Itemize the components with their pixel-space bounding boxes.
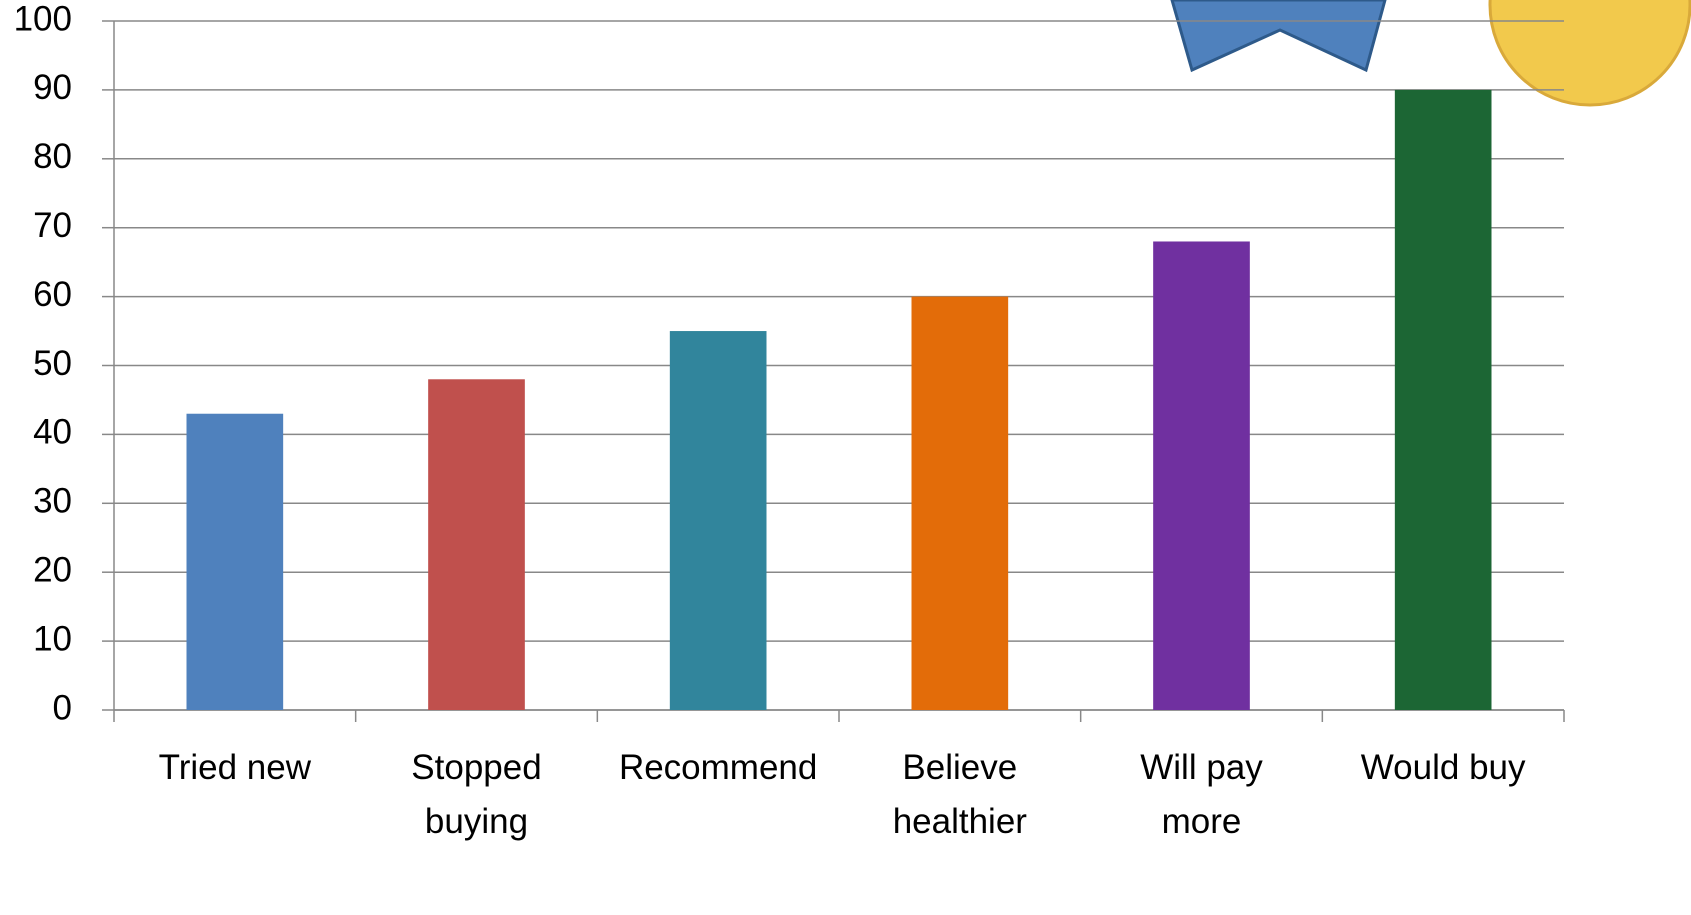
bar bbox=[428, 379, 525, 710]
y-tick-label: 40 bbox=[33, 413, 72, 452]
y-tick-label: 70 bbox=[33, 206, 72, 245]
y-tick-label: 20 bbox=[33, 550, 72, 589]
ribbon-decoration bbox=[1170, 0, 1387, 73]
y-tick-label: 0 bbox=[53, 688, 72, 727]
bar bbox=[911, 296, 1009, 710]
y-tick-label: 50 bbox=[33, 344, 72, 383]
x-tick-label: Recommend bbox=[618, 748, 818, 787]
x-tick-label: Would buy bbox=[1360, 748, 1526, 787]
y-tick-label: 80 bbox=[33, 137, 72, 176]
bar bbox=[1394, 89, 1492, 710]
badge-decoration bbox=[1488, 0, 1691, 107]
y-tick-label: 60 bbox=[33, 275, 72, 314]
x-tick-label: Believe healthier bbox=[892, 748, 1027, 841]
x-tick-label: Will pay more bbox=[1140, 748, 1263, 841]
x-tick-label: Tried new bbox=[158, 748, 312, 787]
bar bbox=[1153, 241, 1250, 711]
y-tick-label: 10 bbox=[33, 619, 72, 658]
bar bbox=[186, 413, 284, 710]
y-tick-label: 90 bbox=[33, 68, 72, 107]
y-tick-label: 30 bbox=[33, 482, 72, 521]
bar bbox=[669, 331, 767, 710]
y-tick-label: 100 bbox=[14, 0, 72, 38]
x-tick-label: Stopped buying bbox=[411, 748, 542, 841]
